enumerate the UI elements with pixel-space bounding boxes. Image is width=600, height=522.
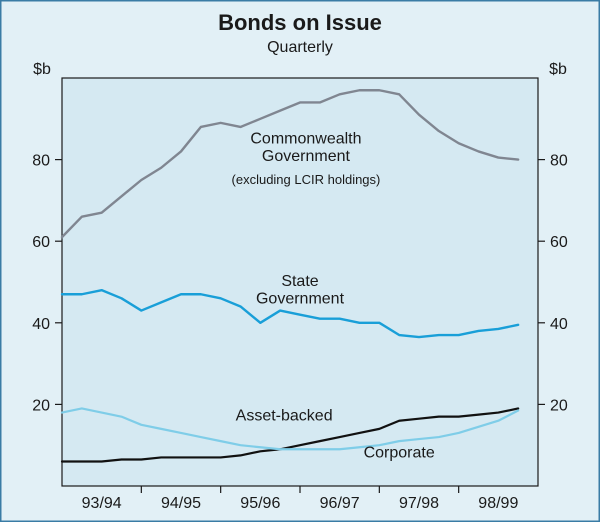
x-tick-label: 93/94 — [82, 495, 122, 512]
series-label: Government — [256, 291, 345, 308]
chart-title: Bonds on Issue — [218, 10, 382, 35]
y-tick-left: 20 — [32, 397, 50, 414]
y-tick-right: 40 — [550, 316, 568, 333]
series-label: State — [281, 273, 318, 290]
series-label: Corporate — [364, 444, 435, 461]
x-tick-label: 95/96 — [240, 495, 280, 512]
chart-container: Bonds on Issue Quarterly 20 20 40 40 60 60 80 80 $… — [0, 0, 600, 522]
x-tick-label: 96/97 — [320, 495, 360, 512]
x-tick-label: 98/99 — [478, 495, 518, 512]
y-tick-right: 20 — [550, 397, 568, 414]
y-unit-right: $b — [549, 61, 567, 78]
y-tick-right: 80 — [550, 153, 568, 170]
chart-subtitle: Quarterly — [267, 39, 333, 56]
series-label: Asset-backed — [236, 408, 333, 425]
x-tick-label: 97/98 — [399, 495, 439, 512]
y-unit-left: $b — [33, 61, 51, 78]
series-label: Government — [262, 148, 351, 165]
y-tick-left: 40 — [32, 316, 50, 333]
y-tick-right: 60 — [550, 234, 568, 251]
series-sublabel: (excluding LCIR holdings) — [232, 172, 381, 187]
series-label: Commonwealth — [250, 130, 361, 147]
x-tick-label: 94/95 — [161, 495, 201, 512]
y-tick-left: 60 — [32, 234, 50, 251]
y-tick-left: 80 — [32, 153, 50, 170]
